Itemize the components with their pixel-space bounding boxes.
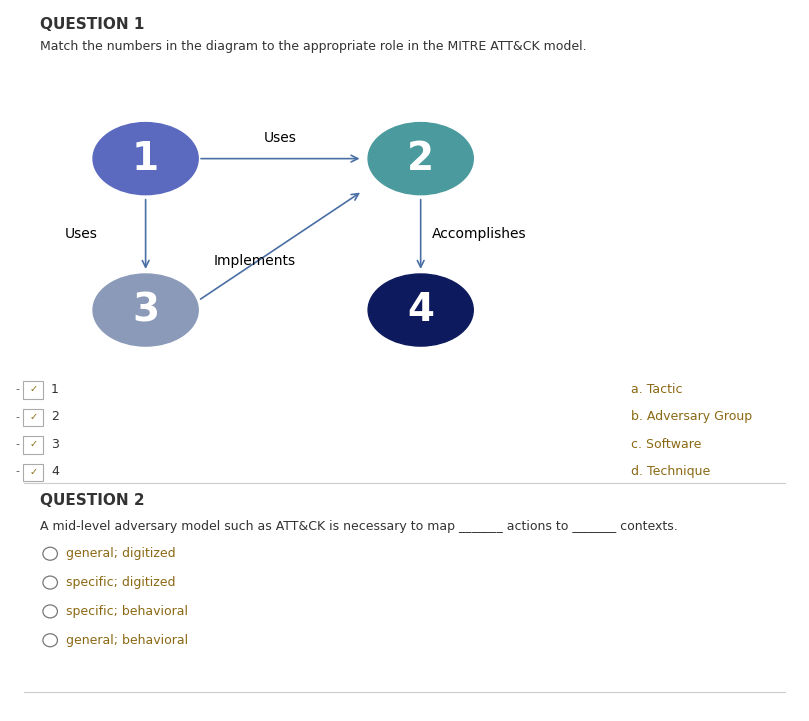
Text: specific; digitized: specific; digitized xyxy=(66,576,176,589)
Text: specific; behavioral: specific; behavioral xyxy=(66,605,188,618)
Text: 4: 4 xyxy=(407,291,434,329)
Text: a. Tactic: a. Tactic xyxy=(631,383,683,396)
Text: Uses: Uses xyxy=(264,131,296,146)
Ellipse shape xyxy=(368,274,473,346)
Text: Implements: Implements xyxy=(214,254,296,268)
FancyBboxPatch shape xyxy=(23,409,43,426)
Text: 2: 2 xyxy=(51,410,59,423)
Text: 1: 1 xyxy=(132,140,159,177)
Text: ✓: ✓ xyxy=(29,466,37,477)
Text: -: - xyxy=(16,412,19,422)
Text: b. Adversary Group: b. Adversary Group xyxy=(631,410,752,423)
Text: ✓: ✓ xyxy=(29,412,37,422)
Text: -: - xyxy=(16,439,19,449)
Ellipse shape xyxy=(93,123,198,195)
Text: 1: 1 xyxy=(51,383,59,396)
Text: d. Technique: d. Technique xyxy=(631,465,710,478)
Ellipse shape xyxy=(93,274,198,346)
Text: QUESTION 1: QUESTION 1 xyxy=(40,17,145,32)
Text: Accomplishes: Accomplishes xyxy=(432,227,526,242)
Text: general; digitized: general; digitized xyxy=(66,547,176,560)
Text: Match the numbers in the diagram to the appropriate role in the MITRE ATT&CK mod: Match the numbers in the diagram to the … xyxy=(40,40,587,53)
Text: general; behavioral: general; behavioral xyxy=(66,634,188,647)
FancyBboxPatch shape xyxy=(23,464,43,481)
Text: A mid-level adversary model such as ATT&CK is necessary to map _______ actions t: A mid-level adversary model such as ATT&… xyxy=(40,520,678,533)
Text: ✓: ✓ xyxy=(29,384,37,394)
Text: 2: 2 xyxy=(407,140,434,177)
Text: 4: 4 xyxy=(51,465,59,478)
Text: c. Software: c. Software xyxy=(631,438,701,451)
Text: -: - xyxy=(16,466,19,477)
Text: 3: 3 xyxy=(132,291,159,329)
Text: 3: 3 xyxy=(51,438,59,451)
FancyBboxPatch shape xyxy=(23,381,43,399)
Text: Uses: Uses xyxy=(65,227,97,242)
Text: ✓: ✓ xyxy=(29,439,37,449)
FancyBboxPatch shape xyxy=(23,436,43,454)
Ellipse shape xyxy=(368,123,473,195)
Text: QUESTION 2: QUESTION 2 xyxy=(40,492,145,508)
Text: -: - xyxy=(16,384,19,394)
